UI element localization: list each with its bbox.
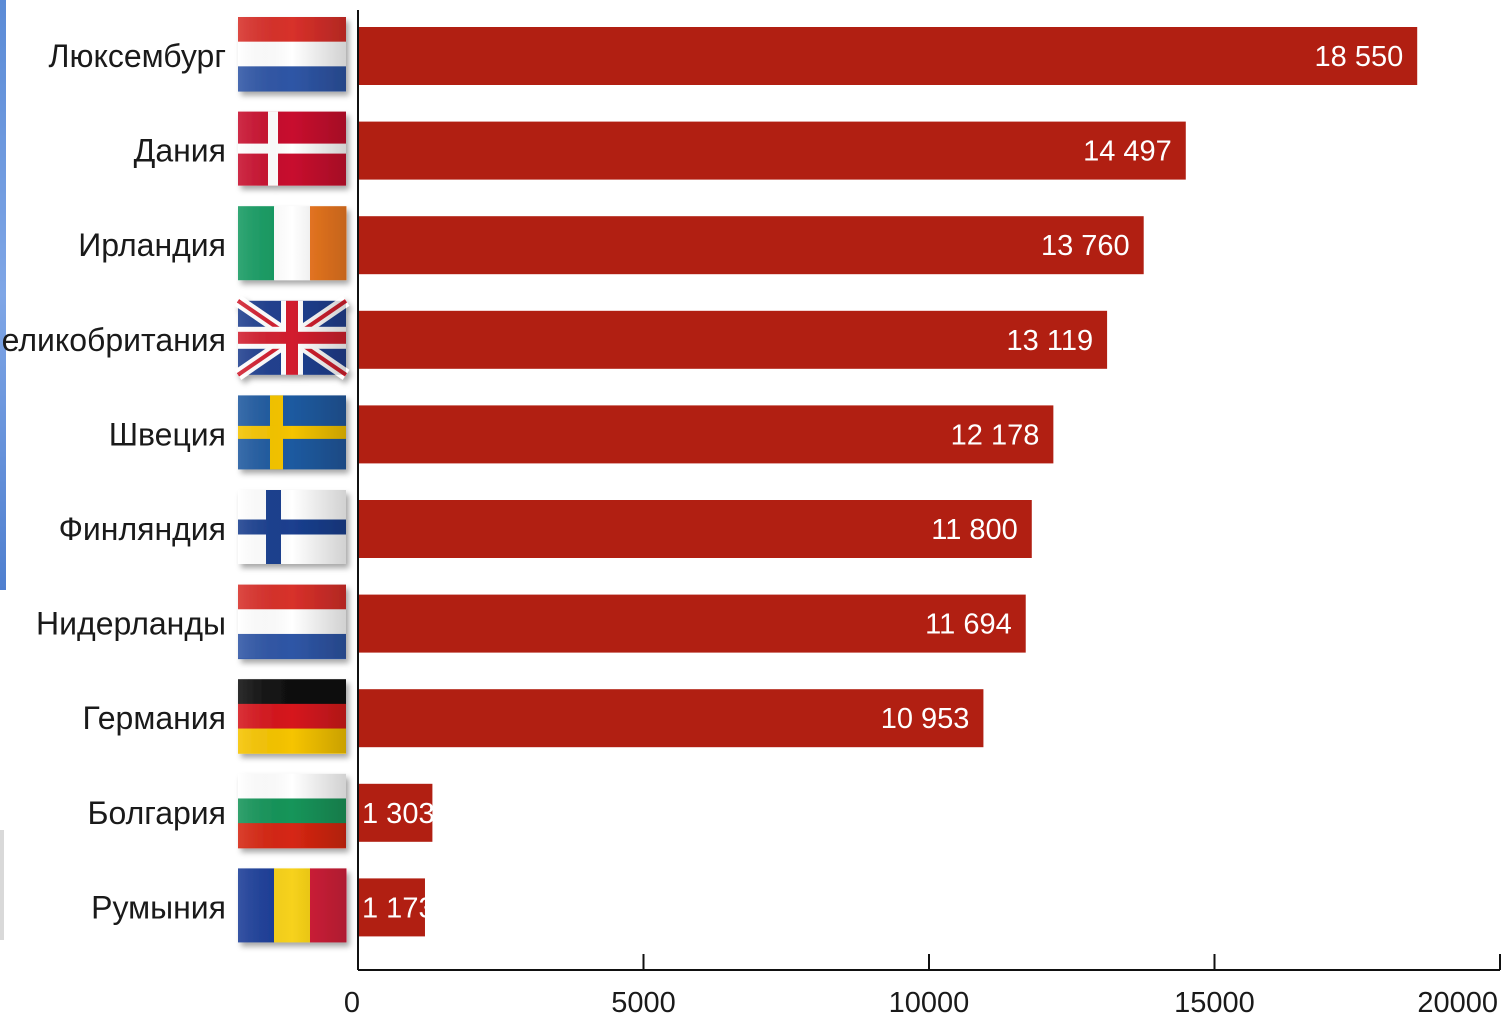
value-label: 13 119: [1007, 325, 1094, 357]
finland-flag-icon: [238, 490, 346, 564]
category-label: Финляндия: [59, 511, 226, 547]
value-label: 1 303: [362, 798, 435, 830]
x-tick-label: 0: [344, 987, 360, 1018]
value-label: 10 953: [881, 703, 970, 735]
value-label: 13 760: [1041, 230, 1130, 262]
category-label: Великобритания: [0, 322, 226, 358]
denmark-flag-icon: [238, 111, 346, 186]
value-label: 11 800: [931, 514, 1018, 546]
bar: [358, 594, 1026, 653]
romania-flag-icon: [238, 868, 347, 943]
category-label: Болгария: [87, 795, 226, 831]
bulgaria-flag-icon: [238, 773, 346, 849]
x-tick-label: 5000: [611, 987, 676, 1018]
value-label: 18 550: [1315, 41, 1404, 73]
value-label: 12 178: [951, 419, 1040, 451]
category-label: Люксембург: [48, 38, 226, 74]
value-label: 1 173: [362, 892, 435, 924]
category-labels-group: Люксембург Дания Ирландия Великобритания Шве…: [0, 38, 226, 925]
value-label: 14 497: [1083, 136, 1172, 168]
bar: [358, 405, 1054, 464]
luxembourg-flag-icon: [238, 17, 346, 92]
sweden-flag-icon: [238, 395, 346, 470]
x-tick-label: 10000: [889, 987, 970, 1018]
bar: [358, 216, 1144, 275]
bar: [358, 310, 1108, 369]
bar: [358, 500, 1032, 558]
ireland-flag-icon: [238, 206, 347, 281]
flags-group: [234, 17, 350, 943]
x-tick-label: 15000: [1174, 987, 1255, 1018]
germany-flag-icon: [238, 679, 346, 754]
bar: [358, 783, 433, 842]
category-label: Германия: [83, 700, 226, 736]
bar: [358, 689, 984, 748]
netherlands-flag-icon: [238, 584, 346, 660]
left-edge-decoration-lower: [0, 830, 4, 940]
bar: [358, 121, 1186, 180]
category-label: Румыния: [91, 889, 226, 925]
bars-group: 18 550 14 497 13 760 13 119 12 178 11 800 11 6…: [358, 27, 1418, 937]
bar: [358, 878, 425, 937]
bar: [358, 27, 1418, 85]
x-axis: 0 5000 10000 15000 20000: [344, 10, 1501, 1018]
uk-flag-icon: [234, 295, 350, 380]
category-label: Ирландия: [78, 227, 226, 263]
category-label: Швеция: [109, 416, 226, 452]
category-label: Дания: [134, 133, 226, 169]
x-tick-label: 20000: [1417, 987, 1498, 1018]
category-label: Нидерланды: [36, 606, 226, 642]
left-edge-decoration: [0, 0, 6, 590]
value-label: 11 694: [925, 609, 1012, 641]
